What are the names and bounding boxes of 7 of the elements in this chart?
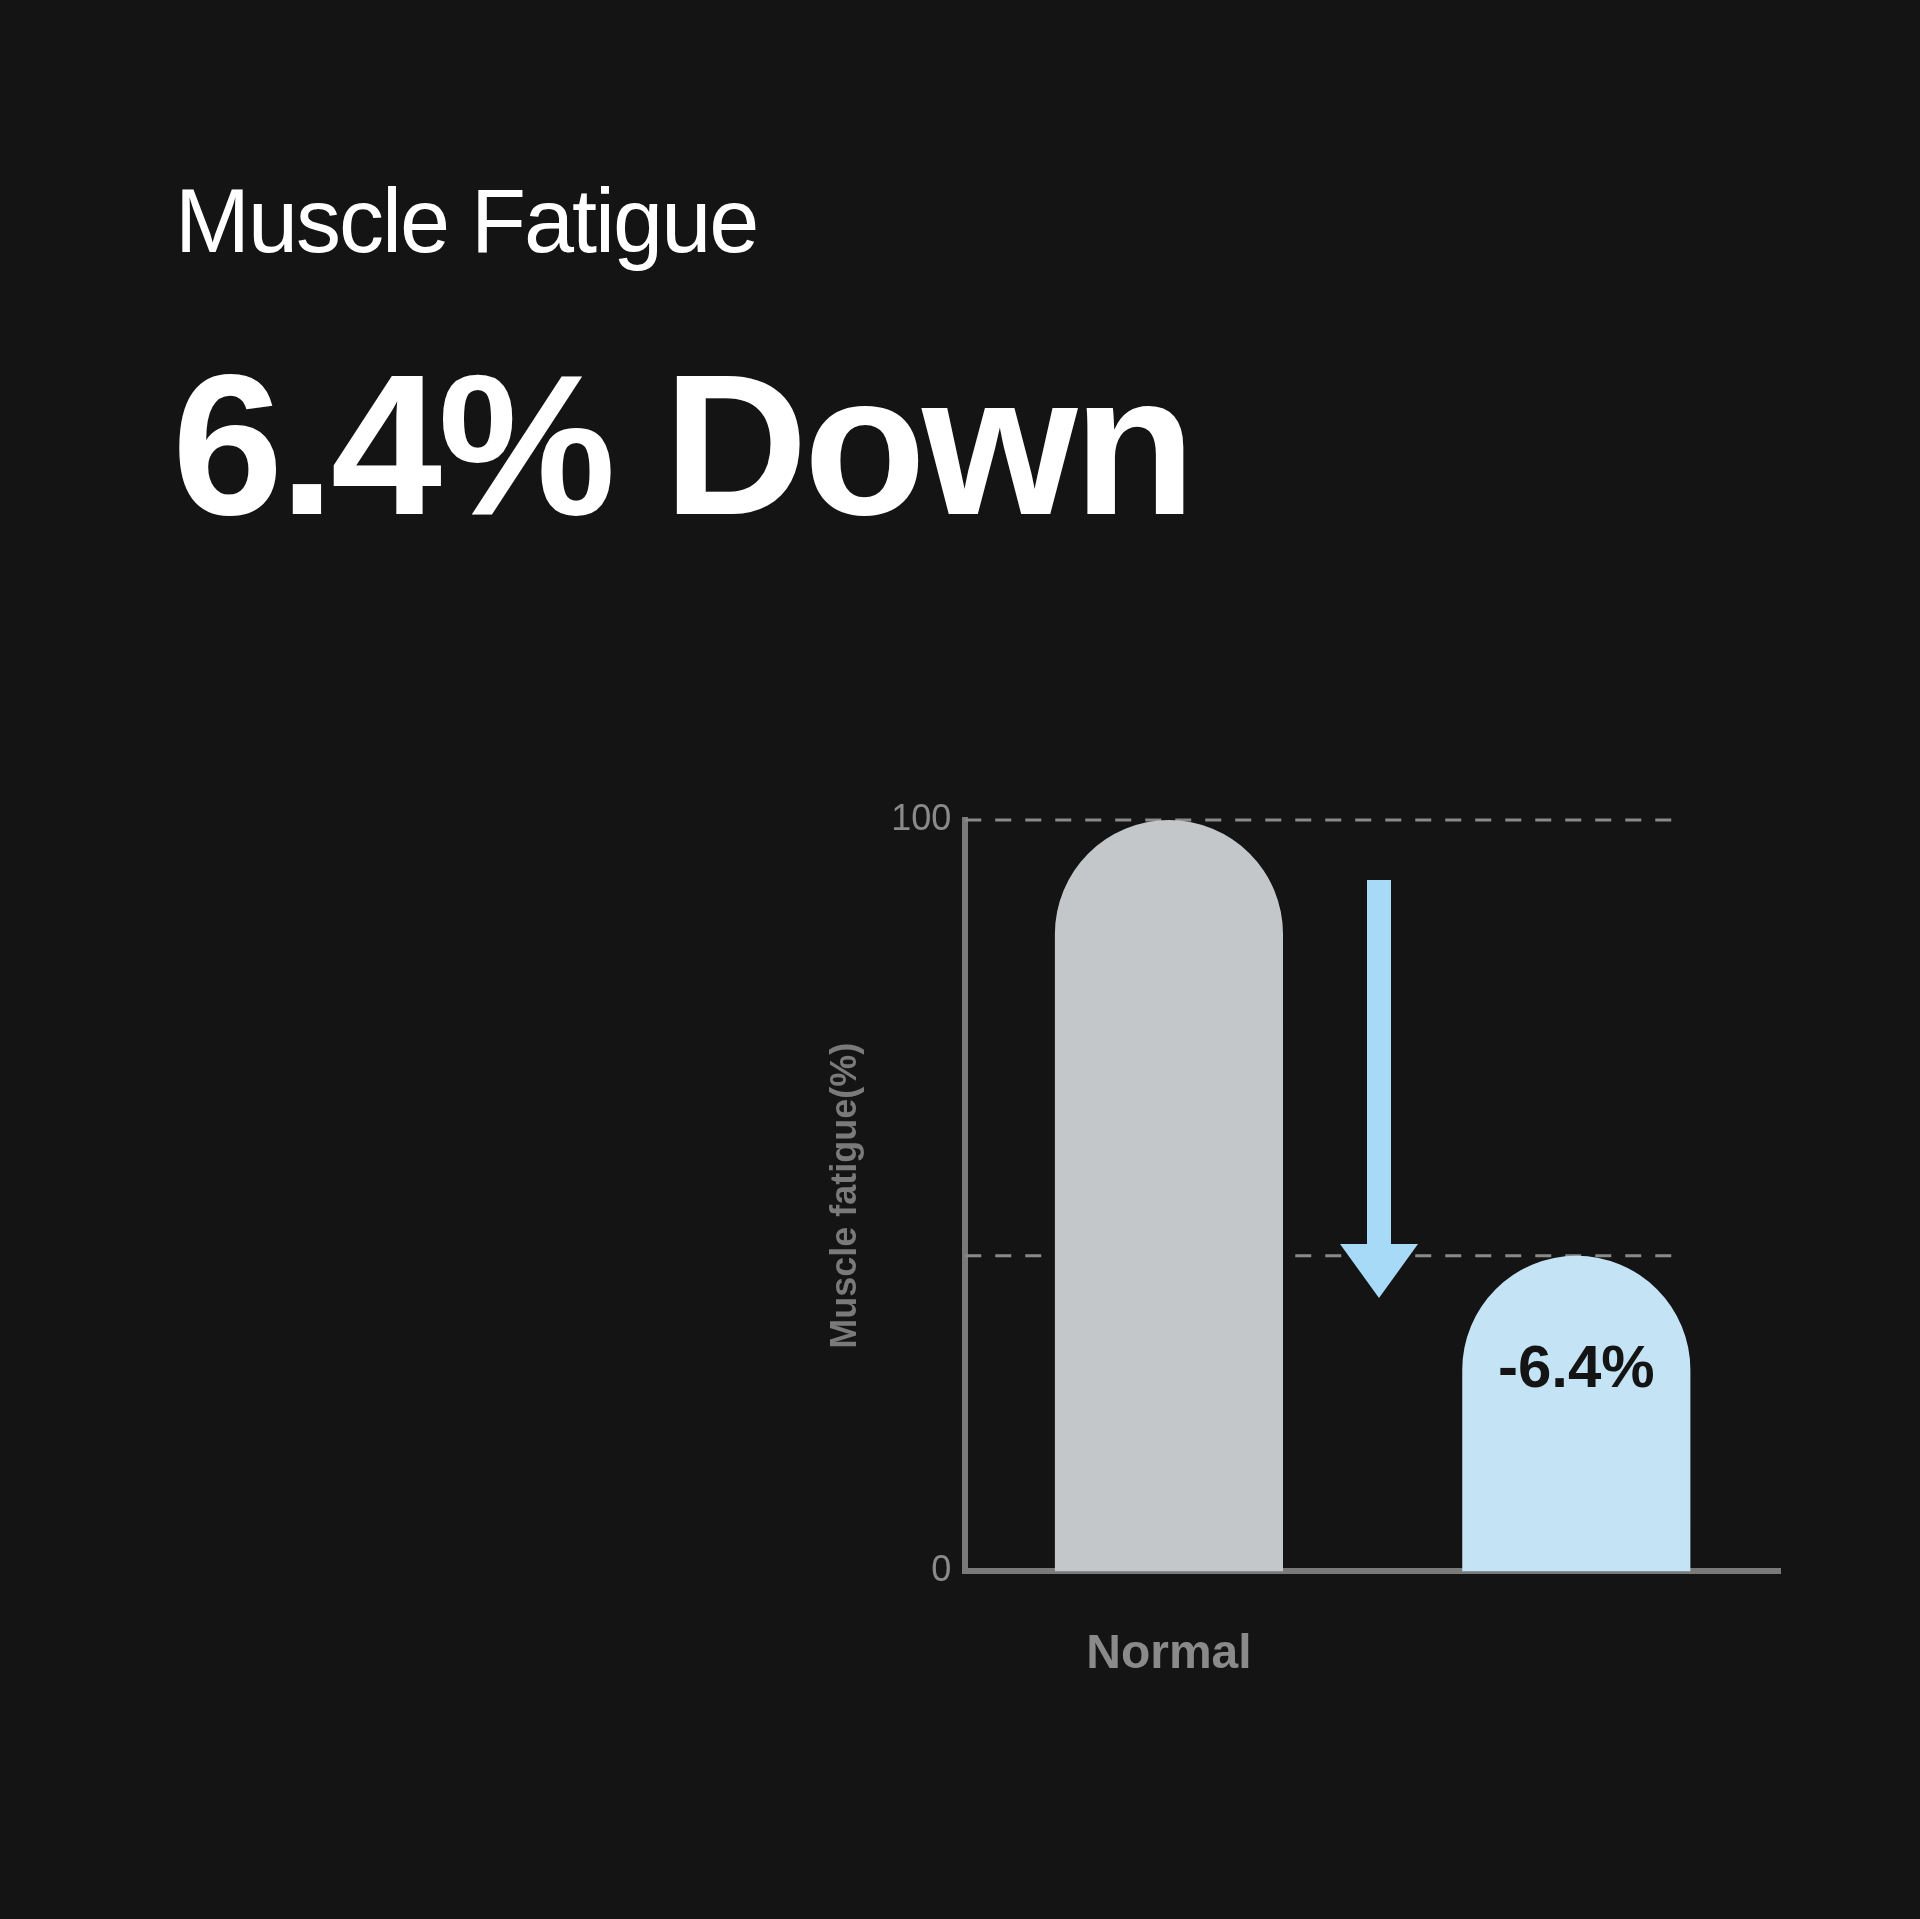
chart-title: Muscle Fatigue [175,170,758,273]
y-tick-label: 0 [931,1548,952,1590]
y-axis-title: Muscle fatigue(%) [822,1042,864,1349]
x-tick-label: Normal [1086,1625,1252,1679]
y-tick-label: 100 [891,796,952,838]
annotation: -6.4% [1497,1333,1655,1401]
chart-subtitle: 6.4% Down [172,332,1192,558]
